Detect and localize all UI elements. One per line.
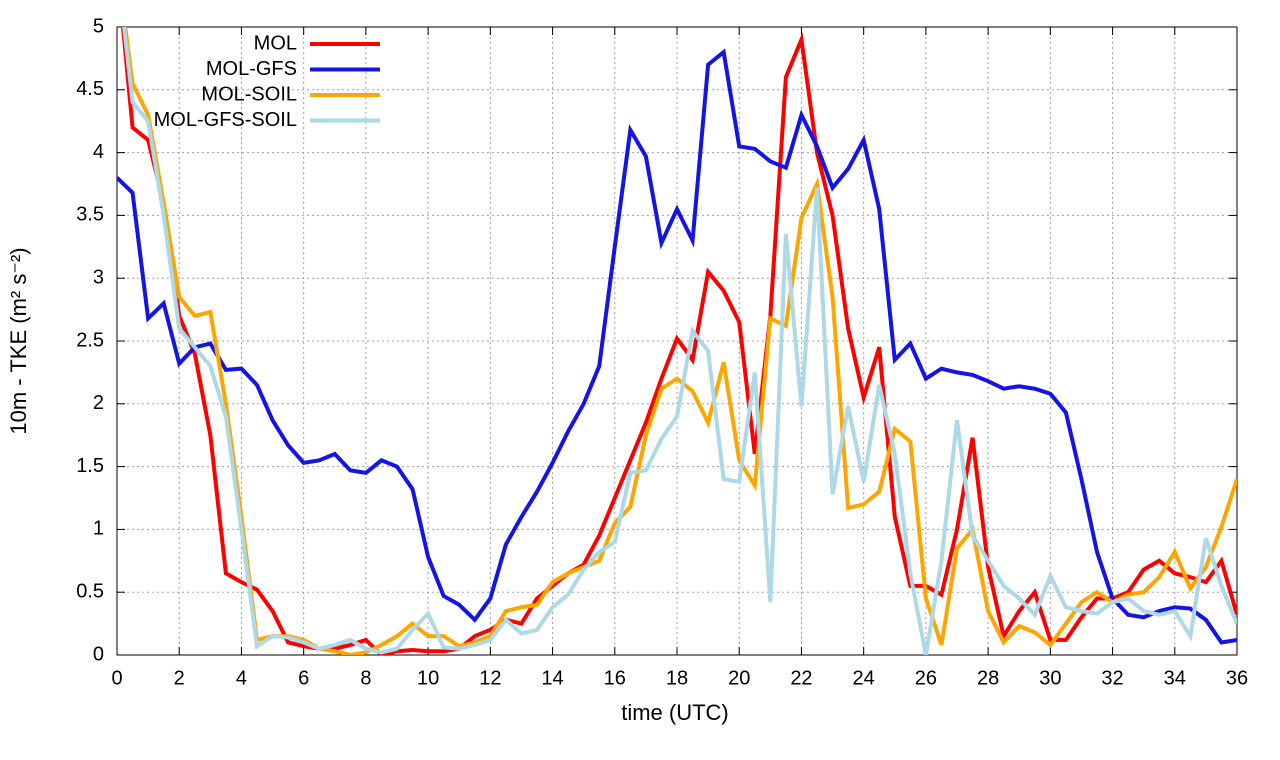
data-line [122, 27, 1237, 655]
data-line [120, 27, 1237, 655]
x-tick-label: 24 [853, 667, 875, 689]
y-axis-label: 10m - TKE (m² s⁻²) [6, 247, 31, 434]
x-tick-label: 10 [417, 667, 439, 689]
plot-border [116, 26, 1238, 656]
y-tick-label: 2.5 [76, 329, 104, 351]
x-tick-label: 14 [541, 667, 563, 689]
x-axis-label: time (UTC) [621, 700, 729, 725]
x-tick-label: 8 [360, 667, 371, 689]
legend-label: MOL [254, 32, 297, 54]
x-tick-label: 16 [604, 667, 626, 689]
x-tick-label: 32 [1101, 667, 1123, 689]
x-tick-label: 20 [728, 667, 750, 689]
y-tick-label: 3 [93, 266, 104, 288]
x-tick-label: 36 [1226, 667, 1248, 689]
y-tick-label: 1 [93, 518, 104, 540]
data-line [123, 27, 1237, 655]
x-tick-label: 2 [174, 667, 185, 689]
x-tick-label: 22 [790, 667, 812, 689]
x-tick-label: 12 [479, 667, 501, 689]
y-tick-label: 1.5 [76, 455, 104, 477]
x-tick-label: 4 [236, 667, 247, 689]
y-tick-label: 0.5 [76, 580, 104, 602]
x-tick-label: 6 [298, 667, 309, 689]
x-tick-label: 34 [1164, 667, 1186, 689]
y-tick-label: 4.5 [76, 78, 104, 100]
y-tick-label: 2 [93, 392, 104, 414]
legend-label: MOL-GFS [206, 58, 297, 80]
x-tick-label: 30 [1039, 667, 1061, 689]
legend-label: MOL-GFS-SOIL [154, 109, 297, 131]
y-tick-label: 4 [93, 141, 104, 163]
legend-label: MOL-SOIL [201, 83, 297, 105]
data-line [117, 48, 1237, 645]
x-tick-label: 18 [666, 667, 688, 689]
y-tick-label: 5 [93, 15, 104, 37]
x-tick-label: 28 [977, 667, 999, 689]
y-tick-label: 0 [93, 643, 104, 665]
x-tick-label: 26 [915, 667, 937, 689]
y-tick-label: 3.5 [76, 204, 104, 226]
x-tick-label: 0 [111, 667, 122, 689]
plot-area [117, 27, 1237, 655]
